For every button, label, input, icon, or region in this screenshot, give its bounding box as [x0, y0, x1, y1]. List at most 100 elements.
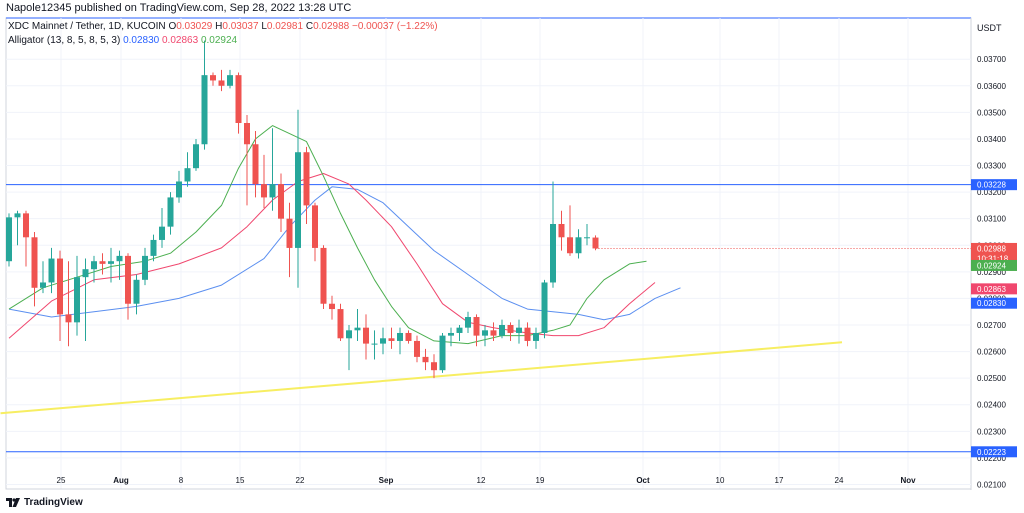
candle-body — [320, 247, 327, 304]
y-tick-label: 0.03700 — [977, 55, 1006, 64]
candle-body — [405, 332, 412, 341]
candle-body — [533, 332, 539, 341]
candle-body — [65, 314, 72, 323]
x-tick-label: 22 — [296, 476, 305, 485]
candle-body — [125, 255, 131, 304]
candle-body — [184, 168, 191, 182]
x-tick-label: 17 — [775, 476, 784, 485]
candle-body — [227, 75, 233, 86]
candle-body — [74, 277, 80, 323]
low-label: L — [261, 21, 267, 32]
open-value: 0.03029 — [176, 21, 213, 32]
tradingview-logo[interactable]: TradingView — [6, 497, 83, 508]
indicator-legend: Alligator (13, 8, 5, 8, 5, 3) 0.02830 0.… — [8, 35, 237, 46]
price-chart[interactable]: 0.03700 0.03600 0.03500 0.03400 0.03300 0.032… — [0, 0, 1024, 490]
candle-body — [584, 237, 590, 239]
tradingview-brand: TradingView — [24, 497, 83, 508]
jaw-label-bg — [971, 297, 1017, 309]
candle-body — [490, 330, 497, 336]
x-tick-label: Nov — [900, 476, 916, 485]
candle-body — [337, 309, 344, 339]
x-tick-label: Oct — [636, 476, 650, 485]
lips-value: 0.02924 — [200, 35, 238, 46]
y-tick-label: 0.03300 — [977, 162, 1006, 171]
alligator-jaw-line — [8, 186, 681, 321]
x-tick-label: 10 — [716, 476, 725, 485]
y-tick-label: 0.02100 — [977, 480, 1006, 489]
candle-body — [516, 327, 522, 333]
x-tick-label: 8 — [179, 476, 184, 485]
y-tick-label: 0.02500 — [977, 374, 1006, 383]
candle-body — [14, 213, 21, 218]
candle-body — [482, 330, 488, 336]
y-tick-label: 0.03200 — [977, 188, 1006, 197]
low-value: 0.02981 — [266, 21, 304, 32]
candle-body — [269, 184, 276, 198]
candle-body — [473, 317, 480, 336]
high-value: 0.03037 — [222, 21, 259, 32]
teeth-label: 0.02863 — [977, 285, 1006, 294]
last-price-label-time: 10:31:18 — [977, 254, 1009, 263]
candle-body — [414, 340, 420, 357]
candle-body — [388, 338, 395, 341]
price-axis-unit: USDT — [977, 23, 1002, 33]
y-tick-label: 0.02300 — [977, 427, 1006, 436]
candle-body — [363, 327, 369, 344]
candle-body — [286, 218, 293, 248]
candle-body — [431, 362, 437, 371]
symbol-name: XDC Mainnet / Tether, 1D, KUCOIN — [8, 21, 166, 32]
candle-body — [371, 343, 378, 345]
candle-body — [235, 75, 242, 123]
candle-body — [176, 181, 182, 198]
candle-body — [439, 335, 446, 371]
candle-body — [465, 317, 471, 328]
candle-body — [252, 144, 259, 185]
candle-body — [40, 282, 46, 288]
alligator-lips-line — [8, 125, 647, 345]
candle-body — [541, 282, 548, 333]
level-label-0: 0.03228 — [977, 181, 1006, 190]
candle-body — [567, 237, 573, 254]
open-label: O — [168, 21, 177, 32]
candle-body — [524, 327, 531, 341]
candle-body — [261, 184, 267, 198]
candle-body — [218, 80, 225, 86]
indicator-name: Alligator (13, 8, 5, 8, 5, 3) — [8, 35, 121, 46]
alligator-teeth-line — [8, 173, 656, 339]
publisher-text: Napole12345 published on TradingView.com… — [6, 2, 352, 14]
y-tick-label: 0.02400 — [977, 401, 1006, 410]
lips-label-bg — [971, 259, 1017, 271]
candle-body — [312, 205, 318, 248]
candle-body — [116, 255, 123, 262]
candle-body — [91, 261, 97, 270]
candle-body — [159, 226, 165, 240]
candle-body — [329, 303, 335, 310]
candle-body — [23, 213, 29, 238]
lips-label: 0.02924 — [977, 261, 1006, 270]
candle-body — [507, 325, 514, 333]
candle-body — [456, 327, 463, 333]
candle-body — [558, 223, 565, 238]
candle-body — [150, 239, 157, 256]
close-value: 0.02988 — [313, 21, 350, 32]
candle-body — [210, 75, 216, 81]
candle-body — [303, 152, 310, 206]
candle-body — [592, 237, 599, 249]
y-tick-label: 0.03100 — [977, 215, 1006, 224]
candle-body — [278, 184, 284, 219]
jaw-label: 0.02830 — [977, 299, 1006, 308]
candle-body — [346, 330, 352, 339]
x-tick-label: 15 — [236, 476, 245, 485]
y-tick-label: 0.03400 — [977, 135, 1006, 144]
symbol-legend: XDC Mainnet / Tether, 1D, KUCOIN O0.0302… — [8, 21, 438, 32]
level-label-1: 0.02223 — [977, 448, 1006, 457]
jaw-value: 0.02830 — [123, 35, 160, 46]
candle-body — [448, 332, 454, 336]
candle-body — [193, 144, 199, 169]
level-label-1-bg — [971, 446, 1017, 458]
candle-body — [354, 327, 361, 331]
candle-body — [499, 325, 505, 336]
level-label-0-bg — [971, 179, 1017, 191]
publisher-bar: Napole12345 published on TradingView.com… — [0, 0, 1024, 18]
y-tick-label: 0.02600 — [977, 348, 1006, 357]
